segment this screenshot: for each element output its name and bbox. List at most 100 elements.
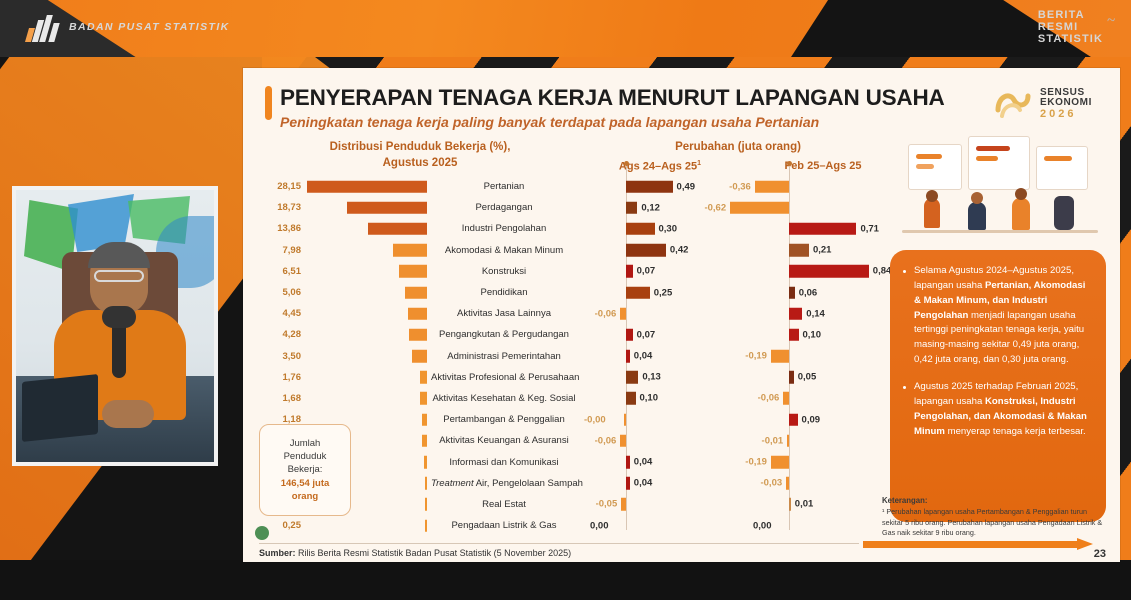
footer-arrow-graphic	[863, 538, 1113, 550]
distribution-bar-zone	[305, 197, 427, 218]
berita-resmi-statistik-logo: BERITA RESMI STATISTIK	[1037, 9, 1103, 46]
right-chart-header: Feb 25–Ags 25	[784, 160, 862, 172]
distribution-bar	[347, 201, 427, 215]
distribution-bar	[367, 222, 427, 236]
distribution-bar	[421, 413, 427, 426]
category-label: Administrasi Pemerintahan	[447, 350, 561, 362]
change-bar	[730, 201, 789, 215]
right-change-cell: 0,09	[746, 409, 904, 430]
category-label: Aktivitas Kesehatan & Keg. Sosial	[432, 392, 576, 404]
mid-change-cell: -0,00	[583, 409, 741, 430]
change-value-label: 0,00	[753, 520, 772, 532]
distribution-bar	[424, 519, 427, 532]
illus-person-2-head	[971, 192, 983, 204]
total-workers-line2: Penduduk	[283, 451, 327, 463]
distribution-value: 0,25	[282, 520, 302, 532]
illus-cabinet	[1054, 196, 1074, 230]
change-bar	[754, 180, 789, 193]
mid-change-cell: 0,07	[583, 261, 741, 282]
distribution-value: 5,06	[282, 287, 302, 299]
brs-line-1: BERITA	[1037, 9, 1085, 21]
distribution-bar-zone	[305, 303, 427, 324]
presenter-hair	[88, 242, 150, 268]
table-row: 7,98 Akomodasi & Makan Minum 0,42 0,21	[243, 240, 1120, 261]
distribution-bar-zone	[305, 261, 427, 282]
change-value-label: 0,10	[802, 329, 822, 341]
change-value-label: 0,00	[590, 520, 609, 532]
bps-logo: BADAN PUSAT STATISTIK	[24, 12, 230, 42]
insight-text: menyerap tenaga kerja terbesar.	[944, 425, 1086, 437]
change-value-label: 0,42	[669, 244, 689, 256]
distribution-bar	[424, 498, 427, 511]
brs-line-3: STATISTIK	[1037, 32, 1103, 45]
insight-item: Selama Agustus 2024–Agustus 2025, lapang…	[903, 264, 1093, 368]
change-bar	[626, 180, 673, 193]
right-change-cell: 0,05	[746, 367, 904, 388]
mid-change-cell: -0,06	[583, 430, 741, 451]
bps-logo-text: BADAN PUSAT STATISTIK	[69, 21, 230, 33]
change-bar	[786, 476, 789, 490]
change-bar	[621, 498, 626, 511]
change-bar	[787, 434, 789, 448]
change-bar	[626, 328, 633, 342]
change-bar	[620, 434, 626, 448]
change-bar	[770, 349, 789, 363]
change-value-label: 0,13	[642, 371, 661, 383]
distribution-bar-zone	[305, 494, 427, 515]
mid-change-cell: 0,12	[583, 197, 741, 218]
source-label: Sumber:	[259, 548, 296, 558]
right-change-cell: -0,19	[745, 346, 904, 367]
change-bar	[789, 265, 869, 278]
charts-container: 28,15 Pertanian 0,49 -0,36 18,73 Perdagangan 0…	[243, 161, 1120, 532]
distribution-value: 4,28	[282, 329, 302, 341]
left-chart-header-line2: Agustus 2025	[382, 156, 458, 169]
mid-change-cell: 0,00	[583, 515, 741, 536]
mid-change-cell: 0,42	[583, 240, 741, 261]
insight-item: Agustus 2025 terhadap Februari 2025, lap…	[903, 380, 1093, 439]
table-row: 4,28 Pengangkutan & Pergudangan 0,07 0,10	[243, 324, 1120, 345]
right-change-cell: 0,10	[746, 324, 904, 345]
illus-bar-c	[976, 146, 1010, 151]
change-value-label: 0,12	[641, 202, 660, 214]
category-label: Pertambangan & Penggalian	[443, 414, 565, 426]
distribution-bar	[408, 307, 427, 320]
change-bar	[626, 371, 639, 384]
right-change-cell: -0,06	[746, 388, 904, 409]
total-workers-unit: orang	[291, 490, 319, 502]
distribution-bar	[419, 371, 427, 384]
distribution-bar	[399, 265, 427, 278]
table-row: 3,50 Administrasi Pemerintahan 0,04 -0,19	[243, 346, 1120, 367]
right-change-cell: 0,84	[746, 261, 904, 282]
presenter-video-panel[interactable]	[12, 186, 218, 466]
category-label: Informasi dan Komunikasi	[449, 456, 559, 468]
brs-line-2: RESMI	[1037, 20, 1079, 33]
mid-change-cell: 0,04	[583, 346, 741, 367]
change-bar	[626, 201, 638, 215]
category-label: Aktivitas Profesional & Perusahaan	[431, 371, 580, 383]
distribution-bar-zone	[305, 430, 427, 451]
distribution-value: 1,68	[282, 392, 302, 404]
mid-change-cell: -0,06	[583, 303, 741, 324]
background-bottom-band	[0, 560, 1131, 600]
change-bar	[620, 307, 626, 320]
mid-chart-axis	[626, 164, 627, 531]
microphone-head-icon	[102, 306, 136, 328]
category-label: Aktivitas Keuangan & Asuransi	[439, 435, 569, 447]
change-value-label: 0,04	[633, 456, 653, 468]
mid-change-cell: 0,10	[583, 388, 741, 409]
table-row: 28,15 Pertanian 0,49 -0,36	[243, 176, 1120, 197]
distribution-bar-zone	[305, 451, 427, 472]
distribution-bar-zone	[305, 282, 427, 303]
change-value-label: 0,05	[797, 371, 817, 383]
change-bar	[789, 498, 791, 511]
distribution-bar	[422, 434, 427, 448]
distribution-bar-zone	[305, 324, 427, 345]
category-label: Perdagangan	[475, 202, 533, 214]
left-chart-header: Distribusi Penduduk Bekerja (%), Agustus…	[265, 140, 575, 171]
category-label: Konstruksi	[481, 265, 527, 277]
change-bar	[626, 286, 650, 299]
change-value-label: 0,84	[872, 265, 892, 277]
distribution-value: 6,51	[282, 265, 302, 277]
table-row: 18,73 Perdagangan 0,12 -0,62	[243, 197, 1120, 218]
distribution-bar	[424, 476, 427, 490]
